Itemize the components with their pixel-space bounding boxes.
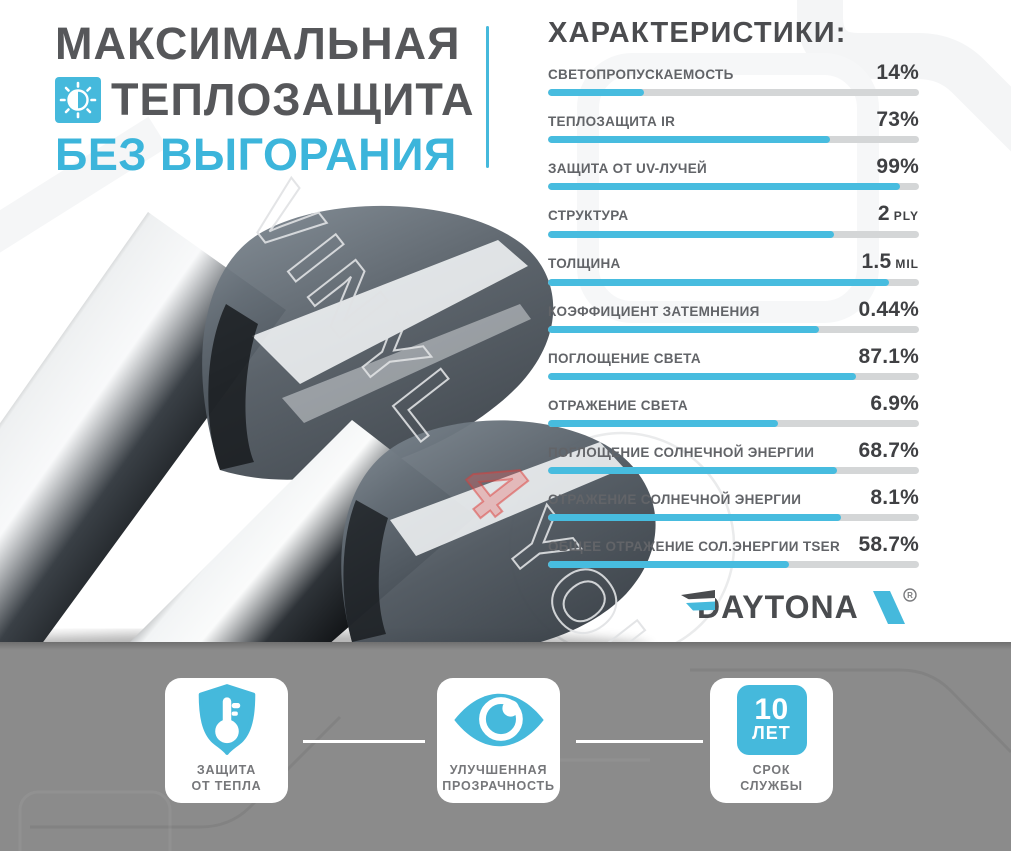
- spec-row: КОЭФФИЦИЕНТ ЗАТЕМНЕНИЯ 0.44%: [548, 298, 919, 333]
- progress-bar-track: [548, 561, 919, 568]
- logo-slash-blue: [873, 591, 905, 624]
- bar-fill: [548, 467, 838, 474]
- bar-fill: [548, 89, 645, 96]
- progress-bar-track: [548, 279, 919, 286]
- characteristics-title: ХАРАКТЕРИСТИКИ:: [548, 17, 847, 49]
- spec-value: 87.1%: [858, 345, 919, 368]
- spec-label: ОБЩЕЕ ОТРАЖЕНИЕ СОЛ.ЭНЕРГИИ TSER: [548, 539, 841, 554]
- spec-label: СВЕТОПРОПУСКАЕМОСТЬ: [548, 67, 734, 82]
- badge-label: СРОК СЛУЖБЫ: [740, 763, 803, 794]
- bar-fill: [548, 514, 842, 521]
- badge-improved-clarity: УЛУЧШЕННАЯ ПРОЗРАЧНОСТЬ: [437, 678, 560, 803]
- spec-value: 0.44%: [858, 298, 919, 321]
- watermark-text-vinyl: VINYL: [228, 165, 490, 462]
- badge-label: УЛУЧШЕННАЯ ПРОЗРАЧНОСТЬ: [442, 763, 555, 794]
- logo-wedge-blue: [686, 601, 715, 611]
- progress-bar-track: [548, 231, 919, 238]
- spec-row: ТОЛЩИНА 1.5 MIL: [548, 250, 919, 286]
- bar-fill: [548, 420, 779, 427]
- progress-bar-track: [548, 183, 919, 190]
- eye-icon: [450, 678, 548, 762]
- bar-fill: [548, 373, 856, 380]
- shield-thermometer-icon: [194, 678, 260, 762]
- spec-label: ОТРАЖЕНИЕ СВЕТА: [548, 398, 688, 413]
- badge-heat-protection: ЗАЩИТА ОТ ТЕПЛА: [165, 678, 288, 803]
- characteristics-panel: ХАРАКТЕРИСТИКИ: СВЕТОПРОПУСКАЕМОСТЬ 14% …: [548, 16, 919, 630]
- spec-row: ОТРАЖЕНИЕ СОЛНЕЧНОЙ ЭНЕРГИИ 8.1%: [548, 486, 919, 521]
- brand-logo: DAYTONA R: [548, 586, 919, 630]
- spec-row: ПОГЛОЩЕНИЕ СВЕТА 87.1%: [548, 345, 919, 380]
- bar-fill: [548, 279, 890, 286]
- progress-bar-track: [548, 467, 919, 474]
- spec-label: ПОГЛОЩЕНИЕ СВЕТА: [548, 351, 701, 366]
- progress-bar-track: [548, 514, 919, 521]
- spec-value: 1.5 MIL: [861, 250, 919, 273]
- brand-name-text: DAYTONA: [697, 589, 859, 625]
- bar-fill: [548, 136, 830, 143]
- spec-row: ОБЩЕЕ ОТРАЖЕНИЕ СОЛ.ЭНЕРГИИ TSER 58.7%: [548, 533, 919, 568]
- logo-wedge-dark: [681, 590, 715, 600]
- spec-value: 73%: [876, 108, 919, 131]
- spec-label: ПОГЛОЩЕНИЕ СОЛНЕЧНОЙ ЭНЕРГИИ: [548, 445, 815, 460]
- spec-label: ОТРАЖЕНИЕ СОЛНЕЧНОЙ ЭНЕРГИИ: [548, 492, 802, 507]
- registered-mark: R: [907, 591, 913, 600]
- progress-bar-track: [548, 420, 919, 427]
- badge-label: ЗАЩИТА ОТ ТЕПЛА: [191, 763, 262, 794]
- bar-fill: [548, 231, 834, 238]
- spec-label: СТРУКТУРА: [548, 208, 629, 223]
- spec-label: КОЭФФИЦИЕНТ ЗАТЕМНЕНИЯ: [548, 304, 760, 319]
- characteristics-list: СВЕТОПРОПУСКАЕМОСТЬ 14% ТЕПЛОЗАЩИТА IR 7…: [548, 61, 919, 568]
- bar-fill: [548, 561, 790, 568]
- spec-row: ПОГЛОЩЕНИЕ СОЛНЕЧНОЙ ЭНЕРГИИ 68.7%: [548, 439, 919, 474]
- spec-value: 8.1%: [870, 486, 919, 509]
- sun-contrast-icon: [55, 77, 101, 123]
- headline: МАКСИМАЛЬНАЯ ТЕПЛОЗАЩИТА БЕЗ ВЫГОРАНИЯ: [55, 16, 485, 182]
- headline-line2: ТЕПЛОЗАЩИТА: [55, 72, 485, 128]
- badge-service-life: 10 ЛЕТ СРОК СЛУЖБЫ: [710, 678, 833, 803]
- connector-line: [303, 740, 425, 743]
- progress-bar-track: [548, 326, 919, 333]
- footer-band: ЗАЩИТА ОТ ТЕПЛА УЛУЧШЕННАЯ ПРОЗРАЧНОСТЬ: [0, 642, 1011, 851]
- spec-row: СТРУКТУРА 2 PLY: [548, 202, 919, 238]
- progress-bar-track: [548, 373, 919, 380]
- spec-value: 6.9%: [870, 392, 919, 415]
- spec-value: 99%: [876, 155, 919, 178]
- connector-line: [576, 740, 703, 743]
- spec-row: СВЕТОПРОПУСКАЕМОСТЬ 14%: [548, 61, 919, 96]
- progress-bar-track: [548, 136, 919, 143]
- bar-fill: [548, 326, 819, 333]
- spec-row: ОТРАЖЕНИЕ СВЕТА 6.9%: [548, 392, 919, 427]
- spec-value: 2 PLY: [877, 202, 919, 225]
- 10-years-icon: 10 ЛЕТ: [736, 678, 807, 762]
- spec-label: ЗАЩИТА ОТ UV-ЛУЧЕЙ: [548, 161, 708, 176]
- spec-row: ТЕПЛОЗАЩИТА IR 73%: [548, 108, 919, 143]
- headline-line2-text: ТЕПЛОЗАЩИТА: [111, 74, 475, 125]
- headline-line1: МАКСИМАЛЬНАЯ: [55, 18, 461, 69]
- vertical-divider: [486, 26, 489, 168]
- bar-fill: [548, 183, 901, 190]
- headline-line3: БЕЗ ВЫГОРАНИЯ: [55, 129, 457, 180]
- progress-bar-track: [548, 89, 919, 96]
- spec-value: 14%: [876, 61, 919, 84]
- spec-row: ЗАЩИТА ОТ UV-ЛУЧЕЙ 99%: [548, 155, 919, 190]
- spec-label: ТЕПЛОЗАЩИТА IR: [548, 114, 676, 129]
- spec-value: 58.7%: [858, 533, 919, 556]
- spec-label: ТОЛЩИНА: [548, 256, 621, 271]
- spec-value: 68.7%: [858, 439, 919, 462]
